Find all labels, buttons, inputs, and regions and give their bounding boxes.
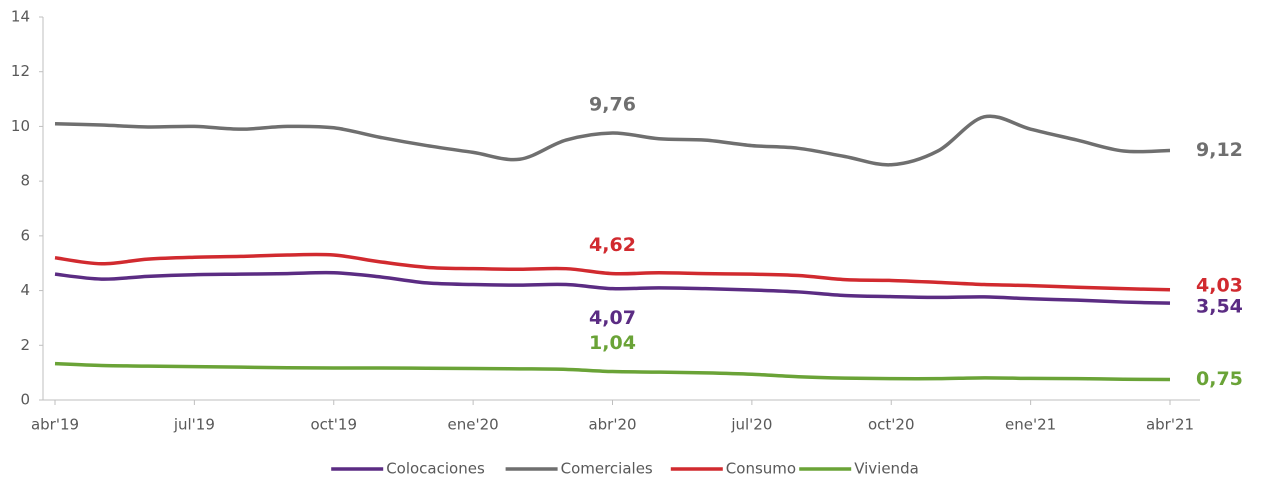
legend-label: Consumo (726, 460, 796, 478)
y-tick-label: 2 (20, 336, 30, 354)
x-tick-label: oct'19 (310, 416, 357, 434)
series-line (54, 361, 1171, 382)
value-label: 3,54 (1196, 296, 1243, 318)
value-label: 1,04 (589, 332, 636, 354)
legend-label: Colocaciones (386, 460, 485, 478)
x-tick-label: abr'21 (1146, 416, 1194, 434)
y-tick-label: 14 (11, 8, 30, 26)
series-line (54, 270, 1171, 305)
y-tick-label: 4 (20, 281, 30, 299)
value-label: 4,03 (1196, 274, 1243, 296)
y-tick-label: 10 (11, 117, 30, 135)
value-label: 4,62 (589, 234, 636, 256)
legend-label: Vivienda (854, 460, 919, 478)
legend-label: Comerciales (561, 460, 653, 478)
y-tick-label: 8 (20, 172, 30, 190)
x-tick-label: jul'19 (173, 416, 215, 434)
value-label: 4,07 (589, 307, 636, 329)
x-tick-label: ene'21 (1005, 416, 1056, 434)
value-label: 9,76 (589, 93, 636, 115)
series-line (54, 252, 1171, 292)
x-tick-label: ene'20 (448, 416, 499, 434)
value-label: 0,75 (1196, 368, 1243, 390)
x-tick-label: oct'20 (868, 416, 915, 434)
y-tick-label: 6 (20, 226, 30, 244)
x-tick-label: jul'20 (730, 416, 772, 434)
series-line (54, 114, 1171, 167)
x-tick-label: abr'20 (588, 416, 636, 434)
value-label: 9,12 (1196, 139, 1243, 161)
x-tick-label: abr'19 (31, 416, 79, 434)
y-tick-label: 0 (20, 391, 30, 409)
y-tick-label: 12 (11, 62, 30, 80)
